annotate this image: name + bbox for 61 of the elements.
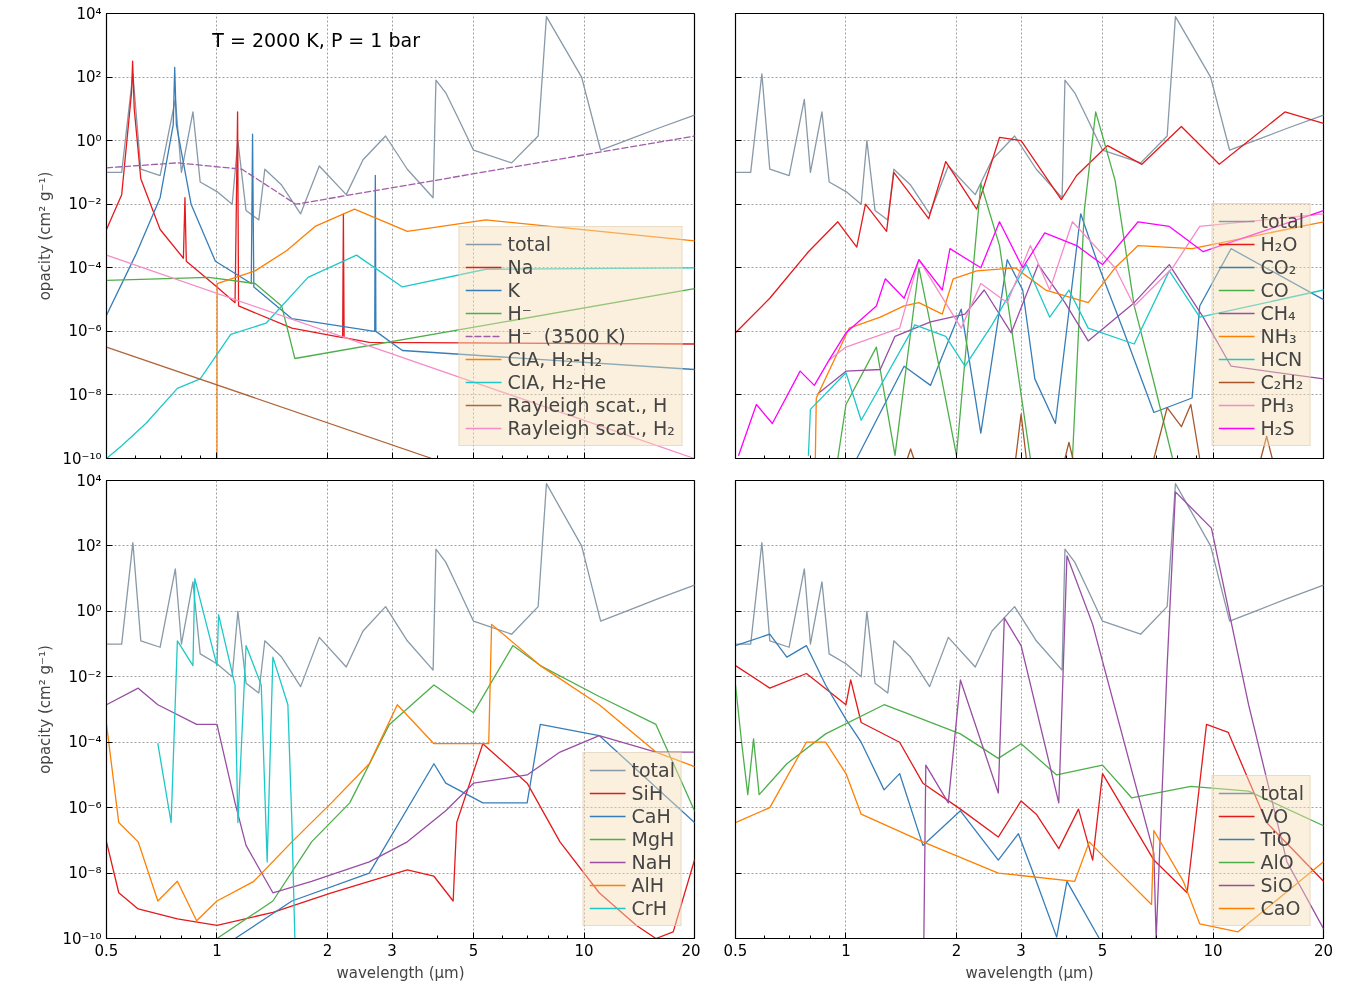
legend-label: Na	[507, 256, 534, 278]
legend-label: K	[507, 279, 521, 301]
x-tick-label: 20	[1313, 941, 1334, 960]
legend-label: Rayleigh scat., H₂	[507, 417, 675, 439]
legend-label: PH₃	[1260, 394, 1294, 416]
legend-label: total	[1260, 782, 1304, 804]
legend-label: NH₃	[1260, 325, 1297, 347]
legend-label: total	[507, 233, 551, 255]
x-tick-label: 20	[681, 941, 701, 960]
legend-label: Rayleigh scat., H	[507, 394, 668, 416]
y-tick-label: 10⁴	[76, 4, 102, 23]
legend-label: NaH	[631, 851, 672, 873]
x-tick-label: 10	[1203, 941, 1223, 960]
x-tick-label: 0.5	[723, 941, 748, 960]
legend-label: SiH	[631, 782, 664, 804]
y-tick-label: 10⁻²	[68, 667, 102, 686]
y-tick-label: 10⁰	[76, 131, 102, 150]
legend-label: CO	[1260, 279, 1289, 301]
legend-label: AlO	[1260, 851, 1294, 873]
x-tick-label: 5	[1097, 941, 1108, 960]
x-tick-label: 5	[468, 941, 479, 960]
legend-label: MgH	[631, 828, 675, 850]
legend-label: C₂H₂	[1260, 371, 1304, 393]
legend-label: AlH	[631, 874, 665, 896]
y-tick-label: 10⁻⁴	[68, 258, 102, 277]
legend-label: CaH	[631, 805, 671, 827]
legend-label: CIA, H₂-He	[507, 371, 607, 393]
x-tick-label: 1	[841, 941, 851, 960]
legend-label: SiO	[1260, 874, 1293, 896]
annotation: T = 2000 K, P = 1 bar	[211, 29, 421, 52]
legend-label: HCN	[1260, 348, 1303, 370]
y-tick-label: 10⁻⁶	[68, 798, 102, 817]
y-tick-label: 10⁻⁴	[68, 733, 102, 752]
y-axis-title: opacity (cm² g⁻¹)	[36, 171, 55, 301]
x-axis-title: wavelength (μm)	[336, 963, 465, 982]
x-tick-label: 3	[1016, 941, 1026, 960]
y-tick-label: 10⁻⁸	[68, 385, 102, 404]
x-tick-label: 10	[574, 941, 594, 960]
legend-label: H₂S	[1260, 417, 1295, 439]
legend-label: H⁻ (3500 K)	[507, 325, 626, 347]
legend-label: CIA, H₂-H₂	[507, 348, 603, 370]
legend-label: CO₂	[1260, 256, 1297, 278]
x-tick-label: 2	[951, 941, 962, 960]
y-tick-label: 10²	[76, 536, 102, 555]
legend-label: H₂O	[1260, 233, 1298, 255]
legend-label: total	[631, 759, 675, 781]
y-tick-label: 10⁻⁶	[68, 322, 102, 341]
y-axis-title: opacity (cm² g⁻¹)	[36, 645, 55, 774]
x-tick-label: 3	[387, 941, 397, 960]
y-tick-label: 10⁻⁸	[68, 864, 102, 883]
x-tick-label: 1	[212, 941, 222, 960]
legend-label: CrH	[631, 897, 667, 919]
legend-label: CH₄	[1260, 302, 1296, 324]
y-tick-label: 10⁻¹⁰	[62, 449, 102, 468]
legend-label: H⁻	[507, 302, 532, 324]
y-tick-label: 10²	[76, 68, 102, 87]
x-axis-title: wavelength (μm)	[965, 963, 1094, 982]
y-tick-label: 10⁻²	[68, 195, 102, 214]
x-tick-label: 2	[322, 941, 333, 960]
y-tick-label: 10⁴	[76, 471, 102, 490]
y-tick-label: 10⁰	[76, 602, 102, 621]
